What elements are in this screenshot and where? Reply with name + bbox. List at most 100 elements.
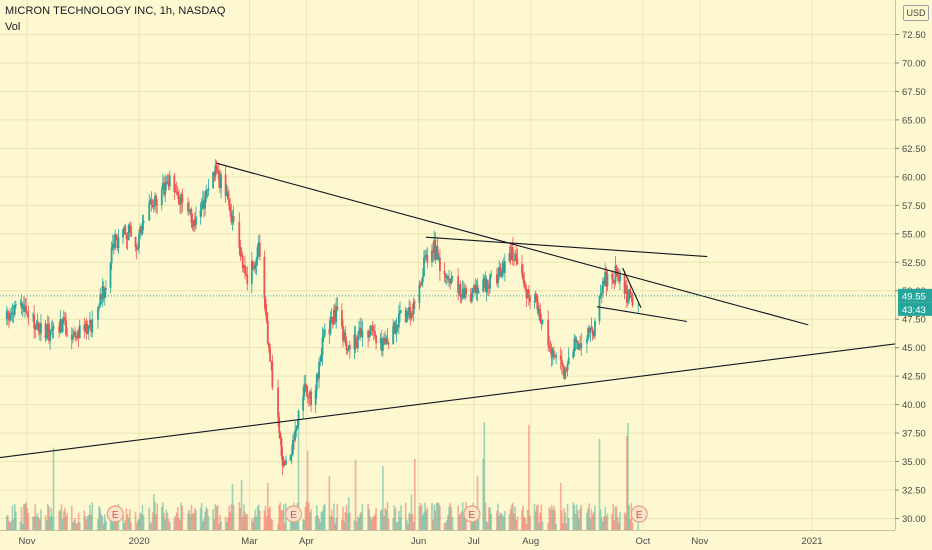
candle-body (619, 274, 621, 282)
earnings-icon[interactable] (284, 505, 303, 523)
volume-bar (627, 422, 629, 530)
trend-line[interactable] (425, 236, 708, 258)
volume-bar (269, 506, 271, 530)
candle-body (219, 178, 221, 189)
candle-body (500, 271, 503, 277)
candle-body (461, 288, 464, 298)
volume-bar (370, 519, 373, 530)
candle-body (27, 315, 30, 317)
candle-body (420, 282, 423, 285)
candle-body (573, 338, 576, 352)
volume-bar (77, 512, 80, 530)
volume-bar (539, 512, 542, 530)
volume-bar (572, 502, 575, 530)
volume-bar (253, 517, 255, 530)
volume-bar (225, 522, 228, 530)
candle-body (263, 256, 266, 299)
candle-body (204, 197, 207, 209)
candle-body (290, 454, 293, 456)
earnings-icon[interactable] (630, 505, 648, 523)
volume-bar (135, 523, 138, 530)
earnings-icon[interactable] (106, 505, 124, 523)
candle-body (426, 254, 429, 263)
candle-body (342, 325, 344, 341)
candle-body (529, 296, 531, 302)
volume-bar (277, 523, 279, 530)
volume-bar (91, 502, 94, 530)
candle-body (353, 334, 356, 350)
volume-bar (137, 520, 139, 530)
volume-bar (231, 484, 234, 530)
volume-bar (590, 509, 593, 530)
candle-body (227, 191, 229, 200)
volume-bar (526, 509, 529, 530)
candle-body (358, 330, 360, 336)
volume-bar (432, 519, 434, 530)
candle-body (98, 305, 101, 308)
candle-body (579, 344, 582, 349)
candle-body (526, 289, 529, 298)
earnings-icon-label: E (469, 510, 476, 521)
candle-body (135, 247, 138, 250)
candle-body (168, 175, 171, 187)
candle-body (213, 172, 216, 177)
candle-body (434, 239, 437, 260)
volume-bar (335, 518, 337, 530)
time-axis[interactable] (0, 530, 932, 550)
volume-bar (263, 510, 266, 530)
candle-body (24, 306, 26, 312)
candle-body (239, 247, 242, 257)
trend-line[interactable] (0, 336, 932, 461)
volume-bar (619, 512, 621, 530)
volume-bar (33, 516, 35, 530)
candle-body (379, 338, 382, 344)
candle-body (459, 283, 462, 297)
volume-bar (243, 504, 245, 530)
volume-bar (266, 482, 269, 530)
last-price-tag[interactable] (898, 288, 932, 303)
volume-bar (482, 458, 485, 530)
volume-bar (278, 504, 280, 530)
candle-body (538, 309, 540, 314)
volume-bar (304, 507, 307, 530)
candle-body (76, 331, 79, 338)
volume-bar (591, 514, 594, 530)
candle-body (101, 286, 104, 300)
volume-bar (271, 519, 274, 530)
volume-bar (101, 516, 104, 530)
candle-body (486, 279, 489, 287)
candle-body (335, 306, 338, 322)
trend-line[interactable] (216, 162, 809, 326)
volume-bar (8, 520, 10, 530)
candle-body (589, 327, 592, 333)
earnings-icon[interactable] (463, 505, 481, 523)
trend-line[interactable] (596, 306, 688, 323)
candle-body (612, 278, 615, 283)
volume-bar (342, 506, 344, 530)
volume-bar (290, 520, 293, 530)
candle-body (457, 276, 460, 294)
volume-bar (21, 523, 24, 530)
price-axis-label: 65.00 (902, 115, 926, 126)
volume-indicator-label[interactable]: Vol (5, 21, 21, 33)
candle-body (386, 338, 389, 344)
volume-bar (217, 523, 220, 530)
volume-bar (604, 506, 606, 530)
volume-bar (19, 521, 22, 530)
volume-bar (180, 502, 182, 530)
volume-bar (244, 511, 246, 530)
candle-body (99, 294, 102, 306)
price-axis[interactable] (895, 0, 932, 550)
volume-bar (110, 519, 113, 530)
candle-body (252, 261, 254, 267)
currency-button[interactable]: USD (903, 5, 929, 21)
candle-body (552, 350, 555, 357)
trend-line[interactable] (622, 267, 642, 309)
volume-bar (380, 509, 383, 530)
volume-bar (508, 514, 511, 530)
volume-bar (529, 515, 531, 530)
volume-bar (461, 502, 464, 530)
volume-bar (111, 517, 114, 530)
candle-body (103, 289, 106, 299)
